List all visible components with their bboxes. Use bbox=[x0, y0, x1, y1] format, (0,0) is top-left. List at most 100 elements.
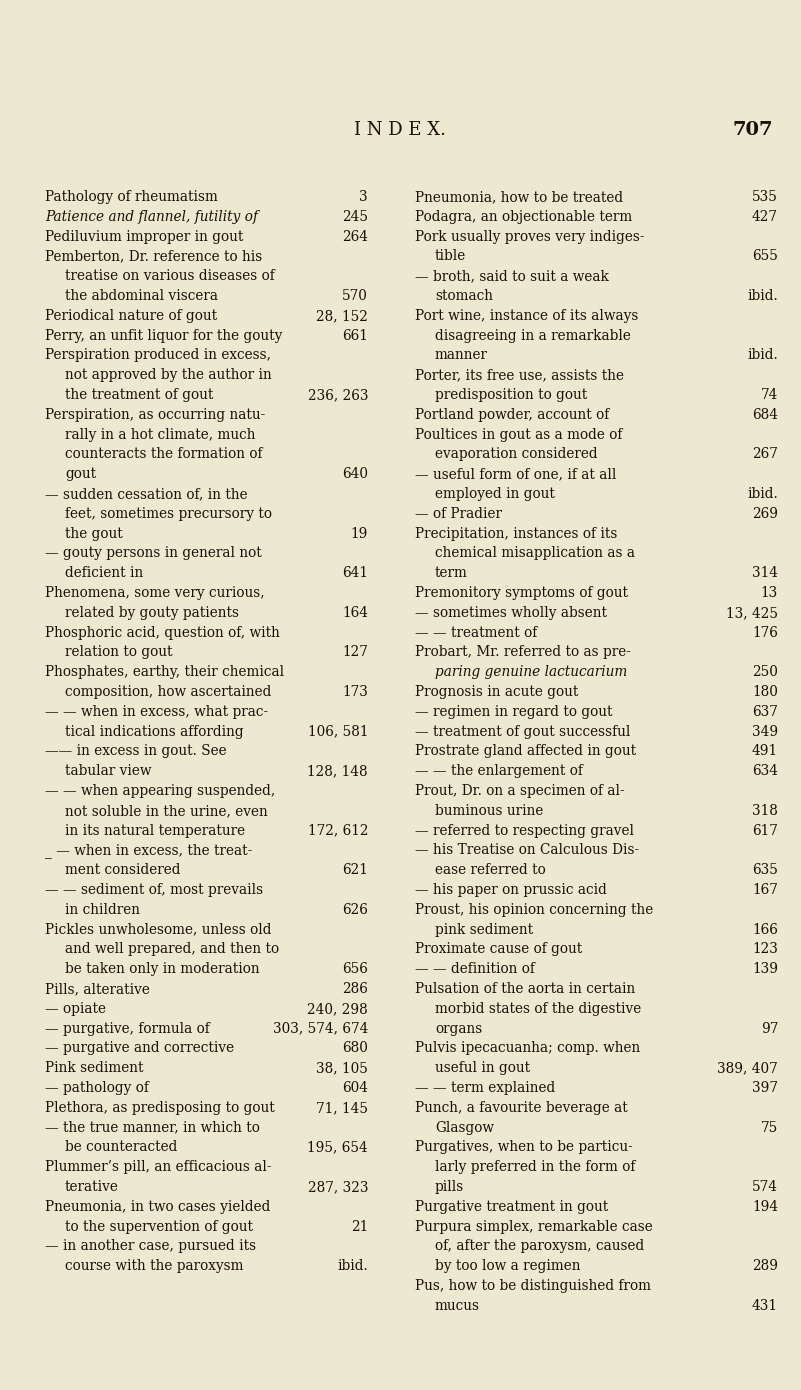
Text: 617: 617 bbox=[752, 824, 778, 838]
Text: 176: 176 bbox=[752, 626, 778, 639]
Text: Podagra, an objectionable term: Podagra, an objectionable term bbox=[415, 210, 632, 224]
Text: Prognosis in acute gout: Prognosis in acute gout bbox=[415, 685, 578, 699]
Text: Pulsation of the aorta in certain: Pulsation of the aorta in certain bbox=[415, 981, 635, 997]
Text: 269: 269 bbox=[752, 507, 778, 521]
Text: Perspiration, as occurring natu-: Perspiration, as occurring natu- bbox=[45, 407, 265, 421]
Text: pink sediment: pink sediment bbox=[435, 923, 533, 937]
Text: stomach: stomach bbox=[435, 289, 493, 303]
Text: tible: tible bbox=[435, 249, 466, 263]
Text: — sometimes wholly absent: — sometimes wholly absent bbox=[415, 606, 607, 620]
Text: 250: 250 bbox=[752, 666, 778, 680]
Text: — purgative, formula of: — purgative, formula of bbox=[45, 1022, 210, 1036]
Text: 655: 655 bbox=[752, 249, 778, 263]
Text: 318: 318 bbox=[752, 803, 778, 817]
Text: 640: 640 bbox=[342, 467, 368, 481]
Text: 240, 298: 240, 298 bbox=[308, 1002, 368, 1016]
Text: 287, 323: 287, 323 bbox=[308, 1180, 368, 1194]
Text: Portland powder, account of: Portland powder, account of bbox=[415, 407, 610, 421]
Text: 314: 314 bbox=[752, 566, 778, 580]
Text: — — when in excess, what prac-: — — when in excess, what prac- bbox=[45, 705, 268, 719]
Text: Perry, an unfit liquor for the gouty: Perry, an unfit liquor for the gouty bbox=[45, 328, 283, 342]
Text: treatise on various diseases of: treatise on various diseases of bbox=[65, 270, 275, 284]
Text: the gout: the gout bbox=[65, 527, 123, 541]
Text: — — the enlargement of: — — the enlargement of bbox=[415, 765, 583, 778]
Text: buminous urine: buminous urine bbox=[435, 803, 543, 817]
Text: Prostrate gland affected in gout: Prostrate gland affected in gout bbox=[415, 745, 636, 759]
Text: organs: organs bbox=[435, 1022, 482, 1036]
Text: 3: 3 bbox=[360, 190, 368, 204]
Text: be counteracted: be counteracted bbox=[65, 1140, 177, 1155]
Text: — — definition of: — — definition of bbox=[415, 962, 535, 976]
Text: 180: 180 bbox=[752, 685, 778, 699]
Text: 427: 427 bbox=[752, 210, 778, 224]
Text: — treatment of gout successful: — treatment of gout successful bbox=[415, 724, 630, 738]
Text: 289: 289 bbox=[752, 1259, 778, 1273]
Text: Plethora, as predisposing to gout: Plethora, as predisposing to gout bbox=[45, 1101, 275, 1115]
Text: — in another case, pursued its: — in another case, pursued its bbox=[45, 1240, 256, 1254]
Text: 167: 167 bbox=[752, 883, 778, 897]
Text: Port wine, instance of its always: Port wine, instance of its always bbox=[415, 309, 638, 322]
Text: 19: 19 bbox=[351, 527, 368, 541]
Text: 570: 570 bbox=[342, 289, 368, 303]
Text: rally in a hot climate, much: rally in a hot climate, much bbox=[65, 428, 256, 442]
Text: Phenomena, some very curious,: Phenomena, some very curious, bbox=[45, 587, 264, 600]
Text: 172, 612: 172, 612 bbox=[308, 824, 368, 838]
Text: — opiate: — opiate bbox=[45, 1002, 106, 1016]
Text: Pathology of rheumatism: Pathology of rheumatism bbox=[45, 190, 218, 204]
Text: the abdominal viscera: the abdominal viscera bbox=[65, 289, 218, 303]
Text: Pemberton, Dr. reference to his: Pemberton, Dr. reference to his bbox=[45, 249, 262, 263]
Text: ibid.: ibid. bbox=[747, 486, 778, 500]
Text: 680: 680 bbox=[342, 1041, 368, 1055]
Text: useful in gout: useful in gout bbox=[435, 1061, 530, 1076]
Text: deficient in: deficient in bbox=[65, 566, 143, 580]
Text: Pork usually proves very indiges-: Pork usually proves very indiges- bbox=[415, 229, 645, 243]
Text: — purgative and corrective: — purgative and corrective bbox=[45, 1041, 234, 1055]
Text: —— in excess in gout. See: —— in excess in gout. See bbox=[45, 745, 227, 759]
Text: 75: 75 bbox=[761, 1120, 778, 1134]
Text: disagreeing in a remarkable: disagreeing in a remarkable bbox=[435, 328, 631, 342]
Text: 604: 604 bbox=[342, 1081, 368, 1095]
Text: 139: 139 bbox=[752, 962, 778, 976]
Text: Pus, how to be distinguished from: Pus, how to be distinguished from bbox=[415, 1279, 651, 1293]
Text: — the true manner, in which to: — the true manner, in which to bbox=[45, 1120, 260, 1134]
Text: Patience and flannel, futility of: Patience and flannel, futility of bbox=[45, 210, 258, 224]
Text: Proximate cause of gout: Proximate cause of gout bbox=[415, 942, 582, 956]
Text: not soluble in the urine, even: not soluble in the urine, even bbox=[65, 803, 268, 817]
Text: _ — when in excess, the treat-: _ — when in excess, the treat- bbox=[45, 844, 252, 858]
Text: Periodical nature of gout: Periodical nature of gout bbox=[45, 309, 217, 322]
Text: — broth, said to suit a weak: — broth, said to suit a weak bbox=[415, 270, 609, 284]
Text: feet, sometimes precursory to: feet, sometimes precursory to bbox=[65, 507, 272, 521]
Text: Premonitory symptoms of gout: Premonitory symptoms of gout bbox=[415, 587, 628, 600]
Text: Perspiration produced in excess,: Perspiration produced in excess, bbox=[45, 349, 271, 363]
Text: by too low a regimen: by too low a regimen bbox=[435, 1259, 581, 1273]
Text: — useful form of one, if at all: — useful form of one, if at all bbox=[415, 467, 617, 481]
Text: — regimen in regard to gout: — regimen in regard to gout bbox=[415, 705, 613, 719]
Text: Purgatives, when to be particu-: Purgatives, when to be particu- bbox=[415, 1140, 633, 1155]
Text: 267: 267 bbox=[752, 448, 778, 461]
Text: Glasgow: Glasgow bbox=[435, 1120, 494, 1134]
Text: in children: in children bbox=[65, 902, 140, 917]
Text: 264: 264 bbox=[342, 229, 368, 243]
Text: Pickles unwholesome, unless old: Pickles unwholesome, unless old bbox=[45, 923, 272, 937]
Text: 491: 491 bbox=[752, 745, 778, 759]
Text: 635: 635 bbox=[752, 863, 778, 877]
Text: — — when appearing suspended,: — — when appearing suspended, bbox=[45, 784, 276, 798]
Text: Proust, his opinion concerning the: Proust, his opinion concerning the bbox=[415, 902, 654, 917]
Text: paring genuine lactucarium: paring genuine lactucarium bbox=[435, 666, 627, 680]
Text: Probart, Mr. referred to as pre-: Probart, Mr. referred to as pre- bbox=[415, 645, 631, 659]
Text: Pink sediment: Pink sediment bbox=[45, 1061, 143, 1076]
Text: 106, 581: 106, 581 bbox=[308, 724, 368, 738]
Text: tabular view: tabular view bbox=[65, 765, 151, 778]
Text: ibid.: ibid. bbox=[337, 1259, 368, 1273]
Text: 431: 431 bbox=[752, 1298, 778, 1312]
Text: related by gouty patients: related by gouty patients bbox=[65, 606, 239, 620]
Text: not approved by the author in: not approved by the author in bbox=[65, 368, 272, 382]
Text: Punch, a favourite beverage at: Punch, a favourite beverage at bbox=[415, 1101, 628, 1115]
Text: Precipitation, instances of its: Precipitation, instances of its bbox=[415, 527, 618, 541]
Text: 164: 164 bbox=[342, 606, 368, 620]
Text: and well prepared, and then to: and well prepared, and then to bbox=[65, 942, 279, 956]
Text: — pathology of: — pathology of bbox=[45, 1081, 149, 1095]
Text: I N D E X.: I N D E X. bbox=[355, 121, 446, 139]
Text: manner: manner bbox=[435, 349, 488, 363]
Text: — — sediment of, most prevails: — — sediment of, most prevails bbox=[45, 883, 263, 897]
